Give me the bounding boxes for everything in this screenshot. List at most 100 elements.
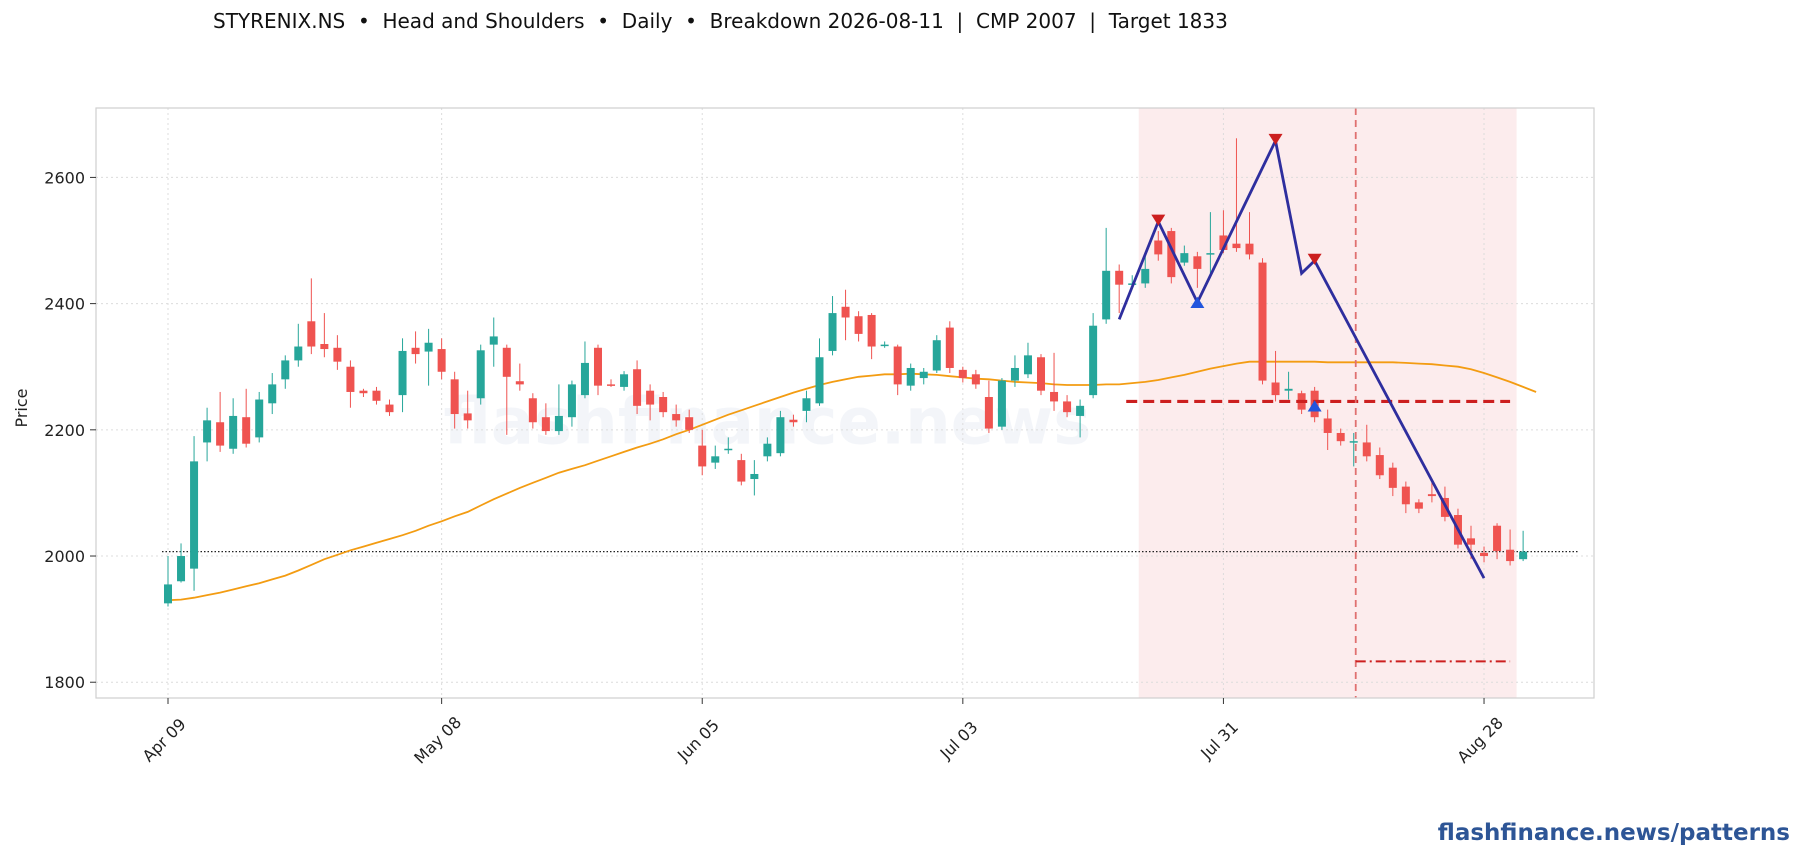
candle-body bbox=[906, 367, 915, 386]
candle-body bbox=[229, 415, 238, 449]
candle-body bbox=[1115, 270, 1124, 285]
candle-body bbox=[450, 379, 459, 415]
candle-body bbox=[333, 347, 342, 362]
candle-body bbox=[945, 327, 954, 368]
candle bbox=[997, 378, 1006, 430]
y-tick-label: 1800 bbox=[44, 673, 85, 692]
candle-body bbox=[1271, 382, 1280, 396]
candle-body bbox=[476, 350, 485, 399]
candle-body bbox=[1050, 391, 1059, 402]
candle-body bbox=[1480, 552, 1489, 557]
moving-average-layer bbox=[167, 360, 1537, 602]
candle-body bbox=[672, 414, 681, 421]
candle bbox=[177, 543, 186, 583]
candle bbox=[1076, 399, 1085, 438]
candle bbox=[932, 335, 941, 374]
candle bbox=[893, 344, 902, 396]
candle bbox=[1037, 354, 1046, 396]
candle-body bbox=[164, 584, 172, 604]
y-tick-label: 2600 bbox=[44, 168, 85, 187]
candle bbox=[646, 384, 655, 421]
candle bbox=[1154, 231, 1163, 261]
candle-body bbox=[281, 360, 290, 380]
y-axis-label: Price bbox=[12, 388, 31, 427]
candle bbox=[307, 278, 316, 355]
candle-body bbox=[1141, 268, 1150, 284]
candle-body bbox=[1427, 494, 1436, 497]
candle-body bbox=[528, 398, 537, 423]
candle-body bbox=[346, 366, 355, 392]
candle-body bbox=[1180, 253, 1189, 263]
candle bbox=[659, 391, 668, 418]
candle-body bbox=[1076, 405, 1085, 416]
candle bbox=[867, 313, 876, 360]
candle bbox=[359, 388, 368, 398]
candle bbox=[633, 360, 642, 415]
candle bbox=[1245, 212, 1254, 260]
candle bbox=[567, 380, 576, 427]
candle-body bbox=[372, 390, 381, 401]
right-shoulder-marker bbox=[1307, 253, 1322, 265]
candle bbox=[620, 371, 629, 391]
candle bbox=[489, 317, 498, 367]
candle-body bbox=[1284, 388, 1293, 391]
candle bbox=[1519, 530, 1528, 562]
candle bbox=[672, 404, 681, 427]
candle bbox=[711, 445, 720, 469]
candle bbox=[255, 391, 264, 443]
candle bbox=[854, 311, 863, 342]
candle bbox=[1206, 212, 1215, 274]
candle bbox=[333, 335, 342, 370]
candle-body bbox=[1219, 235, 1228, 250]
x-tick-label: Jun 05 bbox=[673, 716, 723, 766]
candle-body bbox=[1414, 502, 1423, 509]
candle bbox=[724, 437, 733, 454]
candle bbox=[1258, 258, 1267, 385]
candle-body bbox=[554, 415, 563, 432]
candle bbox=[1271, 350, 1280, 402]
candle bbox=[971, 369, 980, 389]
candle bbox=[1323, 409, 1332, 451]
candle-body bbox=[1037, 357, 1046, 391]
candle-body bbox=[1349, 441, 1358, 443]
candle-body bbox=[919, 371, 928, 379]
candle-body bbox=[1506, 549, 1515, 562]
y-tick-label: 2200 bbox=[44, 421, 85, 440]
candle-body bbox=[463, 413, 472, 421]
candle bbox=[1493, 523, 1502, 560]
candle-body bbox=[880, 344, 889, 347]
candle bbox=[1336, 428, 1345, 446]
candle bbox=[958, 366, 967, 383]
candle-body bbox=[502, 347, 511, 377]
candle bbox=[320, 313, 329, 358]
candle-body bbox=[841, 306, 850, 318]
candle bbox=[945, 321, 954, 374]
candle bbox=[450, 371, 459, 429]
moving-average-line bbox=[167, 360, 1537, 602]
candle-body bbox=[1089, 325, 1098, 396]
plot-frame bbox=[95, 107, 1595, 699]
candle-body bbox=[515, 381, 524, 385]
candle-body bbox=[646, 390, 655, 405]
candle-body bbox=[1467, 538, 1475, 545]
candle bbox=[1023, 342, 1032, 379]
candle-body bbox=[659, 397, 668, 413]
candle-body bbox=[802, 398, 811, 411]
candle bbox=[906, 363, 915, 391]
candle-body bbox=[307, 321, 316, 347]
candle-body bbox=[1258, 262, 1267, 381]
chart-title: STYRENIX.NS • Head and Shoulders • Daily… bbox=[213, 9, 1228, 33]
candle-body bbox=[724, 448, 733, 451]
candle bbox=[242, 388, 251, 448]
x-tick-label: Apr 09 bbox=[139, 715, 190, 766]
candle bbox=[1427, 481, 1436, 503]
candle-body bbox=[1245, 243, 1254, 255]
candle-body bbox=[1323, 418, 1332, 433]
x-tick-label: Jul 03 bbox=[936, 718, 982, 764]
left-shoulder-marker bbox=[1151, 214, 1166, 226]
candle-body bbox=[867, 314, 876, 347]
candle bbox=[281, 355, 290, 389]
y-tick-label: 2400 bbox=[44, 295, 85, 314]
candle bbox=[841, 289, 850, 341]
